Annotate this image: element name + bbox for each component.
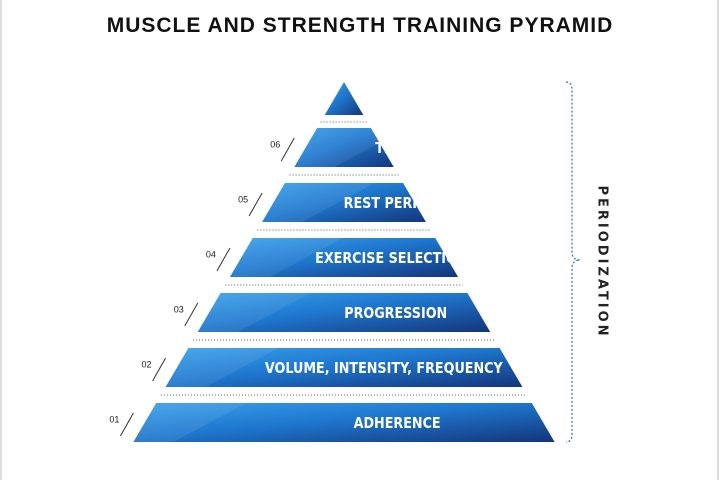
pyramid-tier — [197, 293, 491, 332]
pyramid-tier — [262, 183, 426, 222]
tier-number: 05 — [238, 194, 248, 204]
side-label: PERIODIZATION — [595, 185, 610, 338]
pyramid-apex — [324, 82, 364, 115]
tier-label: TEMPO — [375, 140, 425, 157]
tier-label: ADHERENCE — [354, 415, 441, 432]
pyramid-tier — [294, 128, 394, 167]
pyramid-tier — [133, 403, 555, 442]
pyramid-tier — [229, 238, 459, 277]
tier-shine — [165, 348, 279, 387]
pyramid-tier — [165, 348, 523, 387]
tier-shine — [229, 238, 343, 277]
tier-label: REST PERIODS — [344, 195, 448, 212]
number-slash — [119, 412, 134, 437]
tier-label: VOLUME, INTENSITY, FREQUENCY — [265, 360, 504, 377]
tier-number: 04 — [206, 249, 216, 259]
tier-label: PROGRESSION — [344, 305, 447, 322]
tier-number: 02 — [142, 359, 152, 369]
tier-shine — [294, 128, 408, 167]
number-slash — [152, 357, 167, 382]
title: MUSCLE AND STRENGTH TRAINING PYRAMID — [106, 14, 614, 37]
number-slash — [248, 192, 263, 217]
number-slash — [216, 247, 231, 272]
tier-shine — [262, 183, 375, 222]
tier-shine — [133, 403, 247, 442]
tier-number: 03 — [174, 304, 184, 314]
tier-number: 06 — [270, 139, 280, 149]
number-slash — [280, 137, 295, 162]
tier-number: 01 — [109, 414, 119, 424]
tier-shine — [197, 293, 311, 332]
tier-label: EXERCISE SELECTION — [315, 250, 467, 267]
number-slash — [184, 302, 199, 327]
periodization-brace — [565, 81, 581, 443]
